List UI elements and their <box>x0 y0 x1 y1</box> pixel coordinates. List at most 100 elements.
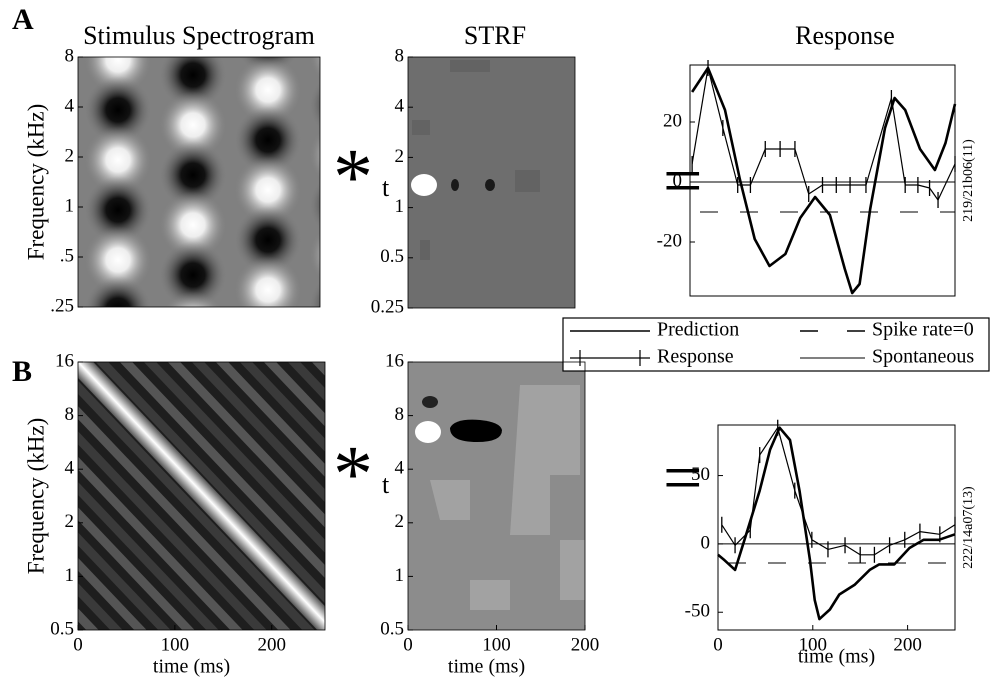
strf-blob <box>451 179 459 191</box>
ripple-peak <box>0 0 2 64</box>
y-tick-label: 0 <box>701 532 711 553</box>
ripple-trough <box>0 246 2 314</box>
ripple-trough <box>84 76 152 144</box>
ripple-peak <box>159 191 227 259</box>
image-frame <box>77 361 326 631</box>
ripple-peak <box>0 596 2 664</box>
ripple-trough <box>384 0 452 4</box>
ripple-peak <box>164 291 222 307</box>
image-content <box>0 0 585 682</box>
chart-title: Response <box>795 21 895 50</box>
ripple-peak <box>0 296 2 364</box>
ripple-trough <box>309 279 320 307</box>
y-tick-label: 16 <box>55 350 74 371</box>
y-tick-label: 16 <box>385 350 404 371</box>
image-frame <box>407 361 586 631</box>
sweep-stripe <box>95 362 325 604</box>
legend-label: Spike rate=0 <box>872 319 974 341</box>
recording-id: 219/21b06(11) <box>961 139 976 222</box>
ripple-peak <box>309 229 320 281</box>
sweep-stripe <box>78 431 267 630</box>
sweep-stripe <box>78 532 171 630</box>
convolution: * <box>333 430 373 518</box>
ripple-peak <box>234 156 302 224</box>
y-tick-label: 0.5 <box>50 618 74 639</box>
x-axis-label: time (ms) <box>448 656 525 678</box>
strf-patch <box>412 60 540 260</box>
ripple-trough <box>309 79 320 131</box>
ripple-peak <box>459 0 527 19</box>
image-frame <box>407 56 576 309</box>
sweep-stripe <box>78 481 219 630</box>
series-line <box>717 426 956 621</box>
y-tick-label: 8 <box>395 404 405 425</box>
sweep-stripe <box>78 406 291 630</box>
ripple-trough <box>0 446 2 514</box>
ripple-peak <box>0 96 2 164</box>
ripple-trough <box>159 241 227 307</box>
ripple-trough <box>159 0 227 9</box>
sweep <box>78 362 325 630</box>
y-tick-label: 1 <box>395 565 405 586</box>
ripple-trough <box>459 301 527 369</box>
panel-label: A <box>12 3 34 36</box>
x-tick-label: 100 <box>161 634 190 655</box>
legend-label: Prediction <box>657 319 739 341</box>
strf-blob <box>485 179 495 191</box>
convolution: * <box>333 133 373 221</box>
x-tick-label: 100 <box>799 634 828 655</box>
sweep-stripe <box>78 557 147 630</box>
y-tick-label: 1 <box>65 195 75 216</box>
ripple-peak <box>309 129 320 181</box>
legend: Prediction Spike rate=0 Response Spontan… <box>562 317 990 372</box>
recording-id: 222/14a07(13) <box>961 486 976 569</box>
ripple-trough <box>0 646 2 682</box>
y-tick-label: -20 <box>657 230 682 251</box>
y-tick-label: 0.5 <box>380 246 404 267</box>
y-tick-label: 2 <box>395 511 405 532</box>
y-tick-label: .25 <box>50 295 74 316</box>
ripple-peak <box>0 196 2 264</box>
panel-label: B <box>12 355 32 388</box>
image-frame <box>77 56 321 308</box>
y-tick-label: -50 <box>685 601 710 622</box>
sweep-stripe <box>78 507 195 630</box>
y-tick-label: 0.25 <box>371 296 404 317</box>
y-tick-label: 50 <box>691 464 710 485</box>
x-tick-label: 100 <box>482 634 511 655</box>
y-tick-label: 2 <box>395 146 405 167</box>
x-tick-label: 200 <box>571 634 600 655</box>
x-axis-label: time (ms) <box>153 656 230 678</box>
operators: * t = * t = <box>333 133 702 518</box>
series-line <box>691 66 957 295</box>
ripple-trough <box>0 546 2 614</box>
strf-blob <box>450 419 502 442</box>
ripple-trough <box>0 146 2 214</box>
legend-label: Response <box>657 346 734 368</box>
ripple-trough <box>84 176 152 244</box>
y-tick-label: 1 <box>65 565 75 586</box>
ripple-peak <box>84 226 152 294</box>
legend-box <box>562 317 990 372</box>
y-axis-label: Frequency (kHz) <box>23 418 48 574</box>
ripple-peak <box>234 256 302 307</box>
ripple-peak <box>84 126 152 194</box>
sweep-stripe <box>78 456 243 630</box>
y-tick-label: 4 <box>395 458 405 479</box>
chart-title: STRF <box>464 21 526 50</box>
legend-label: Spontaneous <box>872 346 974 368</box>
x-tick-label: 0 <box>403 634 413 655</box>
ripple-peak <box>0 496 2 564</box>
series-line <box>721 427 956 556</box>
x-tick-label: 200 <box>257 634 286 655</box>
y-tick-label: 0.5 <box>380 618 404 639</box>
x-axis-label: time (ms) <box>798 646 875 668</box>
ripple-peak <box>0 396 2 464</box>
y-tick-label: 0 <box>673 170 683 191</box>
ripple-peak <box>234 57 302 124</box>
ripple-trough <box>159 141 227 209</box>
subscript: t <box>382 470 390 499</box>
ripple-trough <box>0 46 2 114</box>
ripple-trough <box>84 276 152 307</box>
